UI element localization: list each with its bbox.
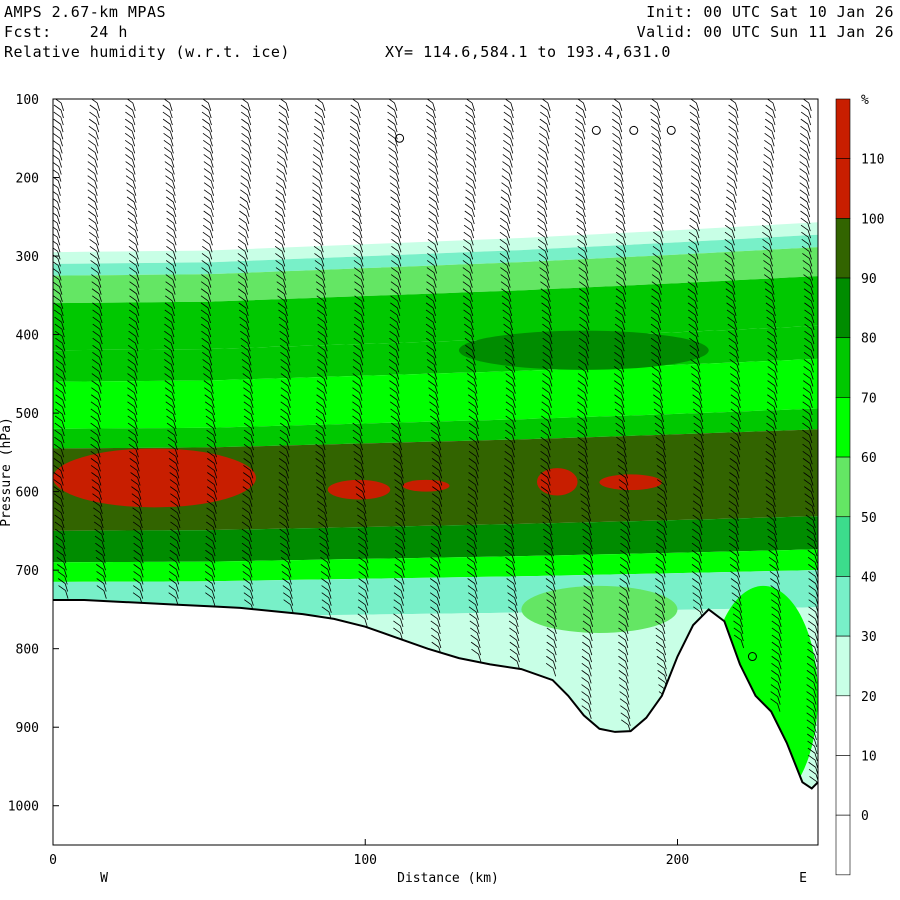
colorbar-swatch-8: [835, 576, 851, 637]
init-time: Init: 00 UTC Sat 10 Jan 26: [646, 3, 894, 21]
y-tick-label-300: 300: [16, 250, 39, 265]
colorbar-swatch-5: [835, 397, 851, 458]
rh-band-9: [53, 549, 818, 582]
colorbar-swatch-1: [835, 158, 851, 219]
wind-barb-layer: [53, 99, 818, 788]
colorbar-swatch-4: [835, 337, 851, 398]
calm-marker-3: [666, 125, 676, 135]
east-label: E: [799, 871, 807, 886]
colorbar-swatch-6: [835, 456, 851, 518]
colorbar-label-40: 40: [861, 570, 877, 585]
barb-column-14: [574, 99, 594, 719]
rh-band-6: [53, 408, 818, 449]
colorbar-swatch-7: [835, 516, 851, 577]
barb-column-8: [349, 99, 369, 627]
rh-band-0: [53, 222, 818, 264]
barb-column-18: [724, 99, 745, 649]
rh-band-5: [53, 358, 818, 429]
colorbar-label-10: 10: [861, 749, 877, 764]
calm-marker-4: [747, 652, 757, 662]
barb-column-11: [462, 99, 482, 663]
y-tick-label-500: 500: [16, 407, 39, 422]
colorbar-label-80: 80: [861, 332, 877, 347]
barb-column-12: [499, 99, 520, 670]
calm-marker-2: [629, 125, 639, 135]
y-tick-label-700: 700: [16, 564, 39, 579]
colorbar-swatch-11: [835, 755, 851, 816]
colorbar-label-0: 0: [861, 809, 869, 824]
colorbar-swatch-12: [835, 814, 851, 876]
terrain-line: [53, 598, 819, 790]
barb-column-3: [162, 99, 181, 606]
colorbar-swatch-3: [835, 277, 851, 339]
colorbar-label-70: 70: [861, 391, 877, 406]
colorbar-swatch-0: [835, 98, 851, 159]
calm-marker-1: [591, 125, 601, 135]
rh-patch-2: [402, 479, 450, 492]
rh-patch-3: [536, 468, 578, 496]
x-axis-label: Distance (km): [397, 871, 499, 886]
barb-column-2: [124, 99, 144, 606]
cross-section-endpoints: XY= 114.6,584.1 to 193.4,631.0: [385, 43, 671, 61]
x-tick-label-0: 0: [49, 853, 57, 868]
y-tick-label-1000: 1000: [8, 800, 39, 815]
rh-patch-7: [521, 585, 678, 633]
model-title: AMPS 2.67-km MPAS: [4, 3, 167, 21]
rh-patch-4: [599, 474, 662, 491]
barb-column-19: [761, 99, 782, 712]
west-label: W: [100, 871, 108, 886]
rh-patch-1: [327, 479, 391, 500]
field-name: Relative humidity (w.r.t. ice): [4, 43, 290, 61]
colorbar-label-90: 90: [861, 272, 877, 287]
barb-column-10: [425, 99, 443, 656]
colorbar-label-110: 110: [861, 153, 884, 168]
barb-column-6: [274, 99, 294, 613]
plot-frame: [52, 98, 819, 846]
barb-column-15: [612, 99, 632, 733]
barb-column-4: [200, 99, 218, 606]
barb-column-16: [650, 99, 669, 705]
y-axis-label: Pressure (hPa): [0, 417, 14, 527]
terrain-layer: [53, 598, 819, 845]
x-tick-label-200: 200: [666, 853, 689, 868]
barb-column-17: [687, 99, 705, 620]
rh-patch-8: [552, 632, 678, 728]
calm-marker-0: [395, 133, 405, 143]
colorbar-layer: 0 10 20 30 40 50 60 70 80 90 100 110: [835, 98, 884, 876]
colorbar-label-30: 30: [861, 630, 877, 645]
y-tick-label-200: 200: [16, 172, 39, 187]
terrain-mask: [53, 599, 818, 845]
axis-layer: 100 200 300 400 500 600 700 800 900 1000 0 100 200: [8, 93, 690, 868]
colorbar-unit: %: [861, 93, 869, 108]
barb-column-9: [387, 99, 406, 642]
rh-band-3: [53, 276, 818, 351]
colorbar-label-50: 50: [861, 511, 877, 526]
rh-patch-5: [458, 330, 709, 370]
barb-column-0: [53, 99, 69, 599]
valid-time: Valid: 00 UTC Sun 11 Jan 26: [636, 23, 894, 41]
colorbar-label-60: 60: [861, 451, 877, 466]
y-tick-label-100: 100: [16, 93, 39, 108]
barb-column-7: [312, 99, 332, 620]
colorbar-swatch-2: [835, 218, 851, 279]
y-tick-label-900: 900: [16, 721, 39, 736]
barb-column-1: [87, 99, 107, 599]
colorbar-swatch-10: [835, 695, 851, 756]
barb-column-13: [537, 99, 557, 677]
forecast-hour: Fcst: 24 h: [4, 23, 128, 41]
rh-patch-0: [53, 448, 256, 508]
y-tick-label-800: 800: [16, 643, 39, 658]
y-tick-label-400: 400: [16, 329, 39, 344]
colorbar-swatch-9: [835, 635, 851, 697]
x-tick-label-100: 100: [354, 853, 377, 868]
rh-band-2: [53, 247, 818, 304]
colorbar-label-100: 100: [861, 212, 884, 227]
colorbar-label-20: 20: [861, 690, 877, 705]
y-tick-label-600: 600: [16, 486, 39, 501]
barb-column-20: [799, 99, 818, 788]
